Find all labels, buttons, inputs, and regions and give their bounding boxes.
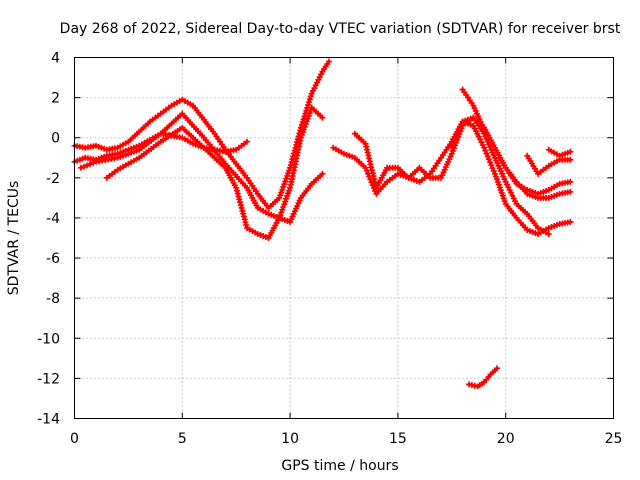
y-tick-label: 2 <box>51 91 60 107</box>
data-point <box>87 161 94 168</box>
data-point <box>567 188 574 195</box>
data-point <box>84 162 91 169</box>
x-tick-label: 0 <box>70 431 79 447</box>
data-point <box>482 147 489 154</box>
data-point <box>490 167 497 174</box>
data-point <box>457 124 464 131</box>
series-trace-3 <box>77 104 326 221</box>
data-point <box>453 133 460 140</box>
y-tick-label: -12 <box>37 371 60 387</box>
y-tick-label: -6 <box>46 251 60 267</box>
data-point <box>448 144 455 151</box>
data-point <box>494 365 501 372</box>
data-point <box>567 178 574 185</box>
x-axis-label: GPS time / hours <box>281 458 398 474</box>
y-tick-label: -4 <box>46 211 60 227</box>
x-tick-labels: 0 5 10 15 20 25 <box>70 431 622 447</box>
data-point <box>567 218 574 225</box>
data-point <box>485 156 492 163</box>
data-point <box>451 138 458 145</box>
traces-layer <box>71 58 574 390</box>
data-point <box>305 99 312 106</box>
series-line <box>353 116 572 200</box>
data-point <box>305 101 312 108</box>
data-point <box>77 164 84 171</box>
data-point <box>80 163 87 170</box>
data-point <box>243 138 250 145</box>
data-point <box>449 147 456 154</box>
data-point <box>567 156 574 163</box>
data-point <box>319 114 326 121</box>
y-tick-label: -10 <box>37 331 60 347</box>
series-trace-7 <box>448 114 552 237</box>
series-trace-12 <box>466 365 501 390</box>
data-point <box>484 153 491 160</box>
x-tick-label: 10 <box>281 431 299 447</box>
data-point <box>481 126 488 133</box>
data-point <box>307 93 314 100</box>
grid-layer <box>74 57 614 419</box>
data-point <box>452 136 459 143</box>
series-trace-11 <box>545 146 574 159</box>
data-point <box>483 150 490 157</box>
series-trace-10 <box>524 152 574 177</box>
data-point <box>325 58 332 65</box>
x-tick-label: 5 <box>178 431 187 447</box>
data-point <box>362 164 369 171</box>
y-tick-label: -2 <box>46 171 60 187</box>
data-point <box>488 162 495 169</box>
plot-frame <box>74 57 614 419</box>
data-point <box>454 130 461 137</box>
data-point <box>363 167 370 174</box>
data-point <box>567 148 574 155</box>
tick-layer <box>74 57 614 419</box>
y-tick-label: 4 <box>51 51 60 67</box>
series-trace-9 <box>459 86 488 133</box>
y-axis-label: SDTVAR / TECUs <box>6 181 22 296</box>
data-point <box>458 121 465 128</box>
series-trace-8 <box>496 154 574 197</box>
data-point <box>306 96 313 103</box>
series-trace-4 <box>103 124 326 241</box>
y-tick-labels: -14 -12 -10 -8 -6 -4 -2 0 2 4 <box>37 51 60 428</box>
data-point <box>487 159 494 166</box>
x-tick-label: 25 <box>605 431 623 447</box>
data-point <box>298 121 305 128</box>
data-point <box>448 150 455 157</box>
data-point <box>481 144 488 151</box>
y-tick-label: -14 <box>37 412 60 428</box>
x-tick-label: 15 <box>389 431 407 447</box>
data-point <box>455 127 462 134</box>
data-point <box>545 230 552 237</box>
data-point <box>319 170 326 177</box>
x-tick-label: 20 <box>497 431 515 447</box>
data-point <box>90 159 97 166</box>
y-tick-label: -8 <box>46 291 60 307</box>
chart-title: Day 268 of 2022, Sidereal Day-to-day VTE… <box>60 21 621 37</box>
data-point <box>489 165 496 172</box>
y-tick-label: 0 <box>51 131 60 147</box>
data-point <box>449 141 456 148</box>
